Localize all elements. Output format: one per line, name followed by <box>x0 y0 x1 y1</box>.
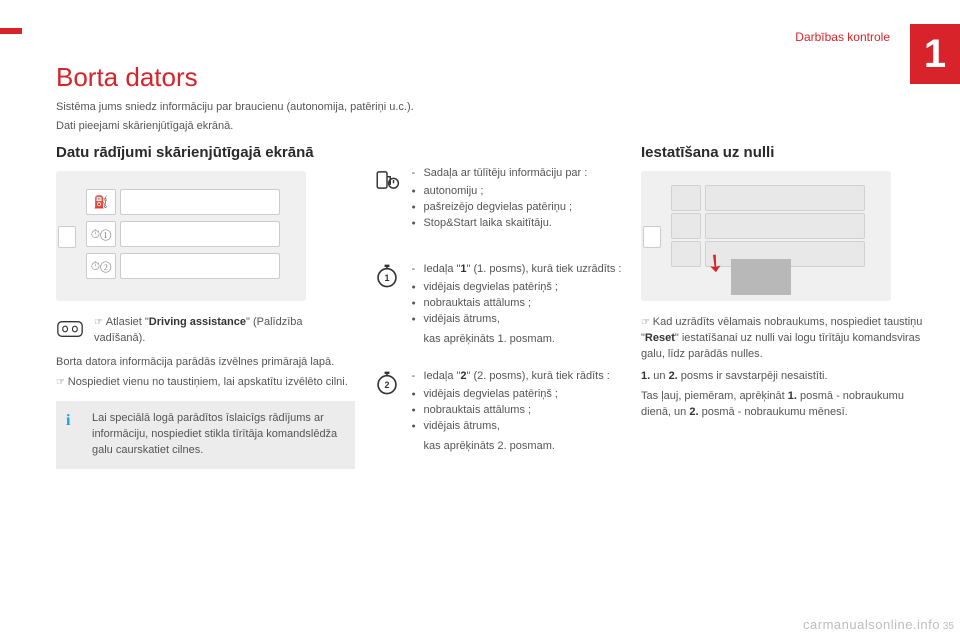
sec2-tail: kas aprēķināts 1. posmam. <box>411 332 623 348</box>
right-p1: Kad uzrādīts vēlamais nobraukums, nospie… <box>641 315 928 363</box>
sec2-li2: nobrauktais attālums ; <box>411 296 623 312</box>
stopwatch-2-icon: 2 <box>373 369 401 397</box>
screen-icon-fuel: ⛽ <box>86 189 116 215</box>
reset-illustration: ➘ <box>641 171 891 301</box>
left-para1: Borta datora informācija parādās izvēlne… <box>56 355 355 371</box>
sec1-intro: Sadaļa ar tūlītēju informāciju par : <box>411 166 623 182</box>
sec1-li1: autonomiju ; <box>411 184 623 200</box>
sec3-li3: vidējais ātrums, <box>411 419 623 435</box>
left-heading: Datu rādījumi skārienjūtīgajā ekrānā <box>56 144 355 161</box>
right-heading: Iestatīšana uz nulli <box>641 144 928 161</box>
info-text: Lai speciālā logā parādītos īslaicīgs rā… <box>92 412 337 456</box>
touchscreen-illustration: ⛽ ⏱① ⏱② <box>56 171 306 301</box>
sec1-li3: Stop&Start laika skaitītāju. <box>411 216 623 232</box>
select-driving-assistance: Atlasiet "Driving assistance" (Palīdzība… <box>94 315 355 347</box>
breadcrumb: Darbības kontrole <box>795 30 890 44</box>
sec2-li3: vidējais ātrums, <box>411 312 623 328</box>
sec3-li1: vidējais degvielas patēriņš ; <box>411 387 623 403</box>
stopwatch-1-icon: 1 <box>373 262 401 290</box>
column-middle: Sadaļa ar tūlītēju informāciju par : aut… <box>373 144 623 477</box>
screen-icon-trip2: ⏱② <box>86 253 116 279</box>
column-right: Iestatīšana uz nulli ➘ Kad uzrādīts vēla… <box>641 144 928 477</box>
info-icon: i <box>66 409 70 432</box>
svg-text:1: 1 <box>385 273 390 283</box>
fuel-clock-icon <box>373 166 401 194</box>
car-icon <box>56 315 84 343</box>
svg-text:2: 2 <box>385 380 390 390</box>
sec2-li1: vidējais degvielas patēriņš ; <box>411 280 623 296</box>
screen-icon-trip1: ⏱① <box>86 221 116 247</box>
sec3-tail: kas aprēķināts 2. posmam. <box>411 439 623 455</box>
info-box: i Lai speciālā logā parādītos īslaicīgs … <box>56 401 355 469</box>
red-accent-tab <box>0 28 22 34</box>
page-number: 35 <box>943 621 954 632</box>
intro-line-1: Sistēma jums sniedz informāciju par brau… <box>56 99 928 116</box>
sec2-intro: Iedaļa "1" (1. posms), kurā tiek uzrādīt… <box>411 262 623 278</box>
page-title: Borta dators <box>56 62 928 93</box>
right-p2: 1. un 2. posms ir savstarpēji nesaistīti… <box>641 369 928 385</box>
column-left: Datu rādījumi skārienjūtīgajā ekrānā ⛽ ⏱… <box>56 144 355 477</box>
intro-line-2: Dati pieejami skārienjūtīgajā ekrānā. <box>56 118 928 135</box>
sec1-li2: pašreizējo degvielas patēriņu ; <box>411 200 623 216</box>
sec3-intro: Iedaļa "2" (2. posms), kurā tiek rādīts … <box>411 369 623 385</box>
left-para2: Nospiediet vienu no taustiņiem, lai apsk… <box>56 375 355 391</box>
sec3-li2: nobrauktais attālums ; <box>411 403 623 419</box>
right-p3: Tas ļauj, piemēram, aprēķināt 1. posmā -… <box>641 389 928 421</box>
watermark: carmanualsonline.info <box>803 617 940 632</box>
